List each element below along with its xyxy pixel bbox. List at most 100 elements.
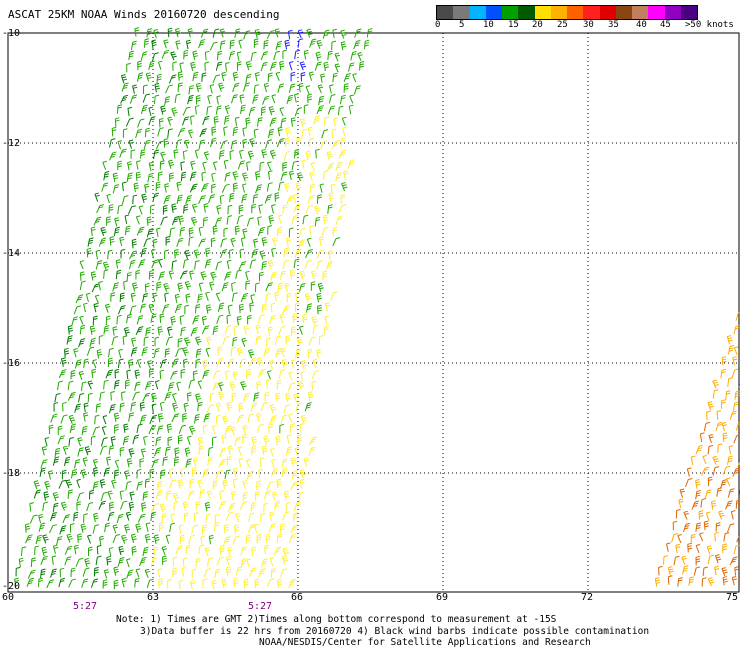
wind-barb [300, 370, 306, 381]
wind-barb [79, 315, 84, 325]
wind-barb [119, 148, 127, 158]
wind-barb [122, 335, 128, 345]
wind-barb [714, 554, 722, 564]
wind-barb [78, 393, 85, 403]
wind-barb [217, 302, 225, 312]
wind-barb [234, 513, 241, 522]
wind-barb [143, 336, 149, 347]
wind-barb [220, 238, 227, 248]
wind-barb [237, 446, 243, 456]
wind-barb [294, 93, 299, 103]
wind-barb [212, 436, 217, 446]
wind-barb [275, 348, 282, 358]
wind-barb [48, 424, 54, 435]
wind-barb [667, 575, 673, 585]
wind-barb [208, 534, 214, 545]
wind-barb [156, 425, 164, 435]
wind-barb [230, 346, 236, 357]
wind-barb [84, 446, 91, 456]
wind-barb [175, 139, 183, 149]
wind-barb [113, 412, 120, 422]
wind-barb [130, 40, 137, 51]
wind-barb [170, 513, 176, 523]
wind-barb [733, 544, 740, 555]
wind-barb [103, 379, 109, 390]
wind-barb [703, 421, 711, 432]
wind-barb [280, 414, 288, 424]
wind-barb [300, 118, 307, 128]
wind-barb [304, 293, 312, 303]
wind-barb [52, 502, 59, 513]
wind-barb [167, 578, 172, 589]
wind-barb [157, 60, 163, 70]
wind-barb [74, 459, 81, 469]
wind-barb [100, 437, 108, 447]
wind-barb [184, 280, 192, 291]
wind-barb [198, 226, 204, 236]
wind-barb [188, 534, 195, 545]
wind-barb [183, 49, 189, 60]
wind-barb [83, 358, 89, 369]
wind-barb [94, 294, 100, 304]
wind-barb [102, 579, 108, 589]
wind-barb [167, 27, 173, 38]
wind-barb [102, 415, 108, 425]
wind-barb [58, 577, 65, 588]
wind-barb [117, 556, 125, 567]
wind-barb [277, 126, 283, 137]
wind-barb [219, 447, 227, 457]
wind-barb [299, 469, 306, 479]
wind-barb [68, 437, 74, 447]
wind-barb [135, 128, 143, 139]
wind-barb [215, 469, 224, 479]
wind-barb [734, 566, 740, 576]
wind-barb [250, 402, 258, 412]
wind-barb [331, 139, 340, 149]
wind-barb [174, 249, 180, 259]
wind-barb [235, 269, 242, 280]
wind-barb [288, 413, 293, 423]
wind-barb [121, 534, 128, 544]
wind-barb [322, 29, 330, 39]
wind-barb [323, 116, 329, 126]
wind-barb [248, 512, 255, 522]
wind-barb [210, 137, 217, 148]
wind-barb [78, 338, 86, 348]
wind-barb [254, 71, 260, 82]
wind-barb [250, 51, 257, 62]
wind-barb [76, 478, 81, 489]
wind-barb [247, 314, 252, 325]
wind-barb [337, 105, 344, 116]
wind-barb [325, 302, 331, 312]
wind-barb [269, 447, 275, 458]
wind-barb [320, 73, 326, 83]
wind-barb [255, 491, 260, 501]
wind-barb [155, 436, 162, 447]
wind-barb [232, 336, 238, 347]
wind-barb [197, 401, 203, 412]
wind-barb [164, 183, 170, 193]
wind-barb [192, 315, 200, 325]
wind-barb [161, 513, 167, 523]
wind-barb [107, 357, 113, 368]
wind-barb [70, 567, 76, 578]
wind-barb [104, 303, 111, 313]
wind-barb [291, 470, 298, 480]
wind-barb [186, 392, 192, 402]
wind-barb [287, 29, 293, 40]
wind-barb [232, 182, 238, 192]
wind-barb [195, 557, 201, 568]
wind-barb [182, 412, 187, 423]
wind-barb [173, 149, 179, 159]
wind-barb [73, 348, 79, 358]
wind-barb [236, 315, 242, 326]
wind-barb [255, 335, 262, 346]
wind-barb [250, 294, 255, 304]
wind-barb [245, 270, 250, 281]
wind-barb [150, 204, 155, 215]
wind-barb [265, 282, 273, 292]
wind-barb [168, 74, 177, 84]
wind-barb [140, 247, 147, 258]
wind-barb [92, 359, 97, 369]
wind-barb [270, 271, 278, 281]
